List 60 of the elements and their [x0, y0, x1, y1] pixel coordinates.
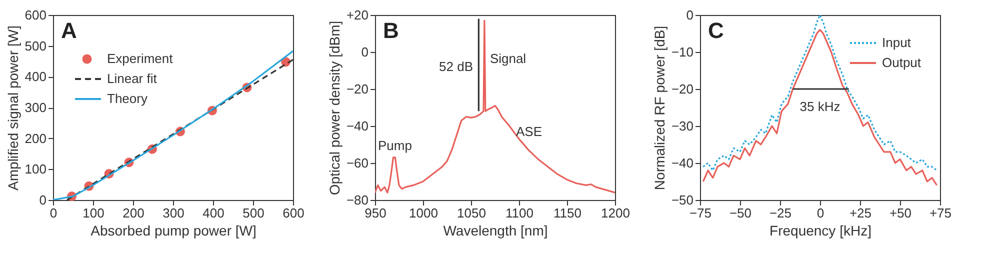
x-tick-label: 500	[242, 206, 264, 220]
y-tick-label: 300	[24, 100, 46, 115]
annotation: ASE	[516, 124, 542, 139]
annotation: Signal	[490, 51, 526, 66]
x-tick-label: −25	[769, 206, 792, 220]
annotation: B	[383, 18, 399, 43]
y-tick-label: −20	[671, 82, 694, 96]
x-tick-label: 0	[50, 206, 58, 220]
x-axis-title: Absorbed pump power [W]	[90, 222, 256, 238]
x-tick-label: −50	[729, 206, 752, 220]
x-tick-label: 1200	[601, 206, 630, 220]
y-tick-label: 100	[24, 162, 46, 177]
x-tick-label: 600	[282, 206, 304, 220]
y-tick-label: 0	[686, 8, 694, 22]
x-tick-label: +50	[889, 206, 912, 220]
y-tick-label: −40	[346, 118, 368, 134]
y-axis-title: Optical power density [dBm]	[326, 20, 342, 196]
y-tick-label: −10	[671, 44, 694, 60]
x-tick-label: +75	[929, 206, 952, 220]
annotation: C	[708, 18, 724, 43]
y-tick-label: −30	[671, 118, 694, 134]
x-axis-title: Wavelength [nm]	[443, 222, 548, 238]
legend-label: Input	[882, 35, 912, 50]
y-tick-label: 500	[24, 38, 46, 54]
legend-label: Experiment	[107, 51, 174, 66]
x-tick-label: 100	[82, 206, 104, 220]
y-tick-label: 200	[24, 130, 46, 146]
x-tick-label: 950	[364, 206, 386, 220]
y-tick-label: −20	[346, 82, 368, 96]
y-tick-label: −40	[671, 156, 694, 170]
x-axis-title: Frequency [kHz]	[770, 222, 872, 238]
y-tick-label: −60	[346, 156, 368, 170]
y-tick-label: 600	[24, 8, 46, 22]
x-tick-label: 300	[162, 206, 184, 220]
x-tick-label: 1150	[554, 206, 582, 220]
annotation: 35 kHz	[800, 99, 840, 114]
x-tick-label: 1000	[409, 206, 438, 220]
line-series	[702, 15, 938, 172]
y-tick-label: −80	[346, 192, 368, 208]
annotation: A	[61, 18, 77, 43]
y-tick-label: +20	[346, 8, 368, 22]
line-series	[375, 20, 615, 194]
legend-label: Output	[882, 55, 922, 70]
y-axis-title: Normalized RF power [dB]	[651, 26, 668, 190]
x-tick-label: +25	[849, 206, 872, 220]
legend-label: Theory	[107, 91, 148, 106]
x-tick-label: 1100	[506, 206, 534, 220]
y-tick-label: 0	[39, 192, 46, 208]
x-tick-label: −75	[689, 206, 712, 220]
x-tick-label: 200	[122, 206, 144, 220]
legend-label: Linear fit	[107, 71, 158, 86]
annotation: 52 dB	[439, 59, 473, 74]
y-tick-label: −50	[671, 192, 694, 208]
y-tick-label: 400	[24, 69, 46, 84]
annotation: Pump	[378, 138, 412, 153]
y-tick-label: 0	[361, 44, 368, 60]
x-tick-label: 1050	[457, 206, 486, 220]
x-tick-label: 0	[816, 206, 824, 220]
x-tick-label: 400	[202, 206, 224, 220]
y-axis-title: Amplified signal power [W]	[4, 26, 21, 190]
